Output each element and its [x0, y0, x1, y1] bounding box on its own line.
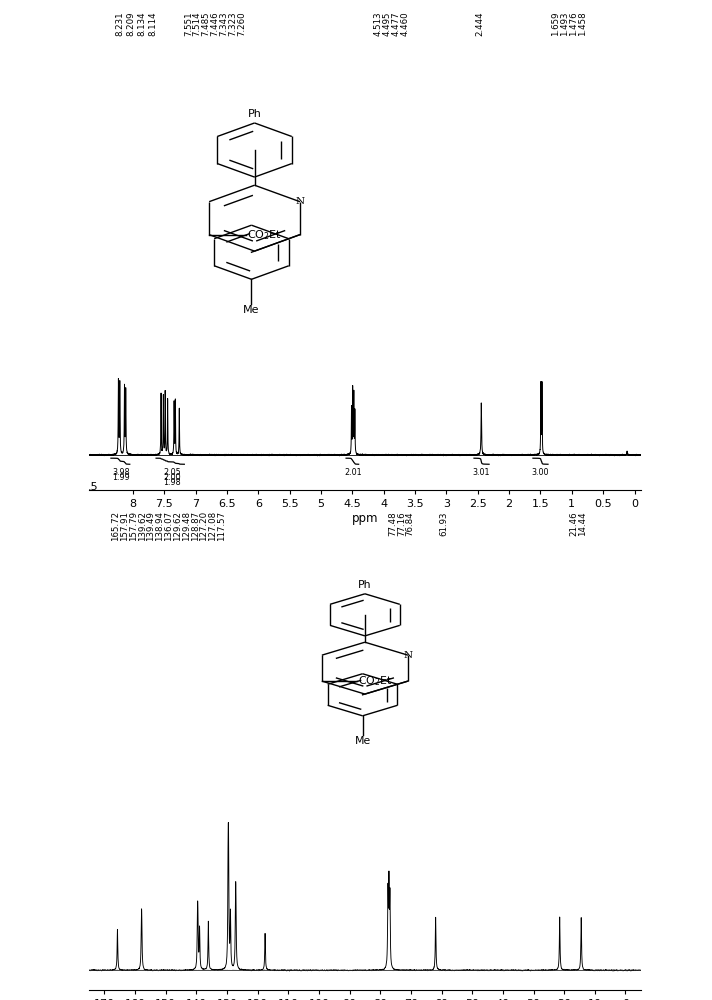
Text: 61.93: 61.93	[439, 511, 449, 536]
Text: N: N	[295, 197, 305, 206]
Text: 3.01: 3.01	[473, 468, 491, 477]
Text: 77.48: 77.48	[388, 511, 397, 536]
Text: 127.20: 127.20	[199, 511, 209, 541]
Text: 3.98: 3.98	[112, 468, 130, 477]
Text: 138.94: 138.94	[155, 511, 164, 541]
Text: 8.114: 8.114	[149, 12, 157, 36]
Text: 77.16: 77.16	[397, 511, 406, 536]
Text: 1.99: 1.99	[112, 473, 130, 482]
Text: 136.07: 136.07	[164, 511, 173, 541]
Text: 14.44: 14.44	[578, 511, 587, 536]
Text: Me: Me	[244, 305, 260, 315]
Text: 1.458: 1.458	[578, 12, 587, 36]
Text: 8.134: 8.134	[137, 12, 147, 36]
Text: Me: Me	[355, 736, 371, 746]
Text: 127.08: 127.08	[208, 511, 217, 541]
Text: 76.84: 76.84	[406, 511, 414, 536]
Text: 7.446: 7.446	[211, 12, 219, 36]
Text: 7.260: 7.260	[237, 12, 246, 36]
Text: 4.460: 4.460	[400, 12, 409, 36]
Text: 129.62: 129.62	[173, 511, 182, 541]
Text: 7.514: 7.514	[193, 12, 201, 36]
Text: 1.98: 1.98	[163, 478, 181, 487]
Text: 7.485: 7.485	[201, 12, 211, 36]
Text: 128.87: 128.87	[191, 511, 199, 541]
Text: Ph: Ph	[358, 580, 372, 590]
Text: 1.493: 1.493	[560, 12, 569, 36]
Text: 117.57: 117.57	[217, 511, 226, 541]
Text: 8.231: 8.231	[115, 12, 125, 36]
Text: 157.91: 157.91	[120, 511, 129, 541]
X-axis label: ppm: ppm	[352, 512, 378, 525]
Text: 4.477: 4.477	[392, 12, 400, 36]
Text: Ph: Ph	[248, 109, 261, 119]
Text: N: N	[403, 651, 412, 660]
Text: 4.513: 4.513	[374, 12, 383, 36]
Text: 21.46: 21.46	[569, 511, 578, 536]
Text: 165.72: 165.72	[111, 511, 120, 541]
Text: CO$_2$Et: CO$_2$Et	[357, 674, 392, 688]
Text: 129.48: 129.48	[182, 511, 191, 541]
Text: 3.00: 3.00	[532, 468, 549, 477]
Text: 7.323: 7.323	[228, 12, 237, 36]
Text: 157.79: 157.79	[129, 511, 137, 541]
Text: 2.05: 2.05	[163, 468, 181, 477]
Text: 139.49: 139.49	[147, 511, 155, 541]
Text: 2.444: 2.444	[476, 12, 484, 36]
Text: 1.476: 1.476	[569, 12, 578, 36]
Text: .5: .5	[88, 482, 98, 492]
Text: 2.01: 2.01	[344, 468, 362, 477]
Text: 2.00: 2.00	[163, 473, 181, 482]
Text: 8.209: 8.209	[127, 12, 135, 36]
Text: 4.495: 4.495	[382, 12, 392, 36]
Text: 7.343: 7.343	[219, 12, 229, 36]
Text: 7.551: 7.551	[184, 12, 193, 36]
Text: 1.659: 1.659	[551, 12, 560, 36]
Text: 139.62: 139.62	[137, 511, 147, 541]
Text: CO$_2$Et: CO$_2$Et	[247, 228, 282, 242]
